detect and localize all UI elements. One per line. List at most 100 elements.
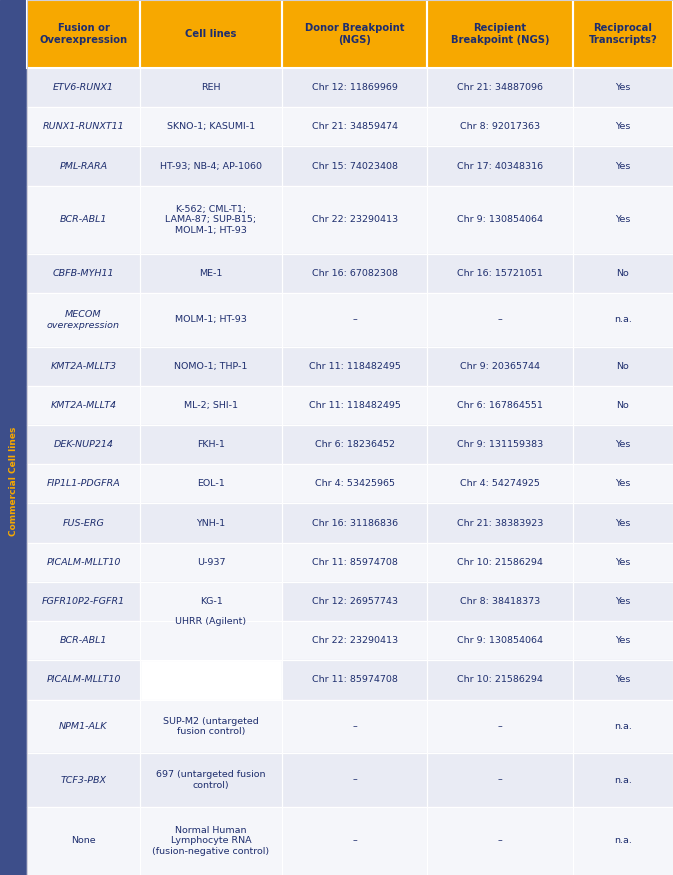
Bar [573,346,673,386]
Bar [427,661,573,700]
Text: TCF3-PBX: TCF3-PBX [61,775,106,785]
Text: Donor Breakpoint
(NGS): Donor Breakpoint (NGS) [305,24,404,45]
Bar [282,186,427,254]
Bar [140,582,282,661]
Text: –: – [353,315,357,325]
Text: Chr 4: 53425965: Chr 4: 53425965 [315,480,395,488]
Bar [282,68,427,108]
Text: Chr 22: 23290413: Chr 22: 23290413 [312,636,398,645]
Text: Chr 15: 74023408: Chr 15: 74023408 [312,162,398,171]
Bar [27,753,140,807]
Bar [427,542,573,582]
Bar [140,425,282,465]
Text: Chr 10: 21586294: Chr 10: 21586294 [457,676,543,684]
Bar [427,293,573,346]
Text: Chr 16: 31186836: Chr 16: 31186836 [312,519,398,528]
Text: Fusion or
Overexpression: Fusion or Overexpression [40,24,127,45]
Text: Chr 16: 67082308: Chr 16: 67082308 [312,269,398,278]
Text: Cell lines: Cell lines [185,29,237,39]
Text: –: – [498,775,503,785]
Text: Chr 11: 118482495: Chr 11: 118482495 [309,361,400,371]
Bar [27,542,140,582]
Bar [282,542,427,582]
Bar [282,425,427,465]
Bar [282,146,427,186]
Bar [427,465,573,503]
Text: Chr 12: 26957743: Chr 12: 26957743 [312,597,398,606]
Bar [573,807,673,875]
Bar [573,661,673,700]
Bar [427,186,573,254]
Text: PICALM-MLLT10: PICALM-MLLT10 [46,558,120,567]
Bar [427,582,573,621]
Bar [282,661,427,700]
Bar [27,621,140,661]
Bar [573,582,673,621]
Bar [140,503,282,542]
Bar [282,425,427,465]
Bar [282,386,427,425]
Bar [140,753,282,807]
Text: SKNO-1; KASUMI-1: SKNO-1; KASUMI-1 [167,123,255,131]
Bar [573,465,673,503]
Text: Chr 9: 20365744: Chr 9: 20365744 [460,361,540,371]
Bar [573,621,673,661]
Bar [27,254,140,293]
Bar [282,186,427,254]
Bar [427,346,573,386]
Bar [427,425,573,465]
Bar [427,68,573,108]
Text: n.a.: n.a. [614,315,632,325]
Bar [573,425,673,465]
Text: Yes: Yes [615,83,631,92]
Bar [282,807,427,875]
Text: Yes: Yes [615,162,631,171]
Bar [140,0,282,68]
Text: No: No [616,269,629,278]
Bar [282,386,427,425]
Text: Yes: Yes [615,597,631,606]
Bar [140,465,282,503]
Text: Chr 10: 21586294: Chr 10: 21586294 [457,558,543,567]
Bar [427,753,573,807]
Bar [427,68,573,108]
Bar [427,700,573,753]
Bar [140,753,282,807]
Text: CBFB-MYH11: CBFB-MYH11 [52,269,114,278]
Bar [427,293,573,346]
Bar [140,542,282,582]
Text: –: – [498,836,503,845]
Text: Yes: Yes [615,480,631,488]
Bar [27,254,140,293]
Bar [427,108,573,146]
Bar [140,386,282,425]
Text: No: No [616,401,629,410]
Text: Chr 4: 54274925: Chr 4: 54274925 [460,480,540,488]
Bar [140,807,282,875]
Bar [27,68,140,108]
Bar [427,386,573,425]
Bar [427,146,573,186]
Bar [573,753,673,807]
Bar [27,425,140,465]
Bar [282,0,427,68]
Text: Chr 11: 118482495: Chr 11: 118482495 [309,401,400,410]
Bar [140,186,282,254]
Bar [140,582,282,621]
Text: SUP-M2 (untargeted
fusion control): SUP-M2 (untargeted fusion control) [163,717,259,736]
Bar [282,293,427,346]
Bar [573,700,673,753]
Bar [140,386,282,425]
Bar [140,186,282,254]
Bar [27,621,140,661]
Bar [573,700,673,753]
Bar [282,621,427,661]
Text: Chr 6: 167864551: Chr 6: 167864551 [457,401,543,410]
Bar [282,700,427,753]
Text: ML-2; SHI-1: ML-2; SHI-1 [184,401,238,410]
Bar [282,621,427,661]
Text: FKH-1: FKH-1 [197,440,225,449]
Bar [427,621,573,661]
Bar [140,346,282,386]
Text: Recipient
Breakpoint (NGS): Recipient Breakpoint (NGS) [451,24,549,45]
